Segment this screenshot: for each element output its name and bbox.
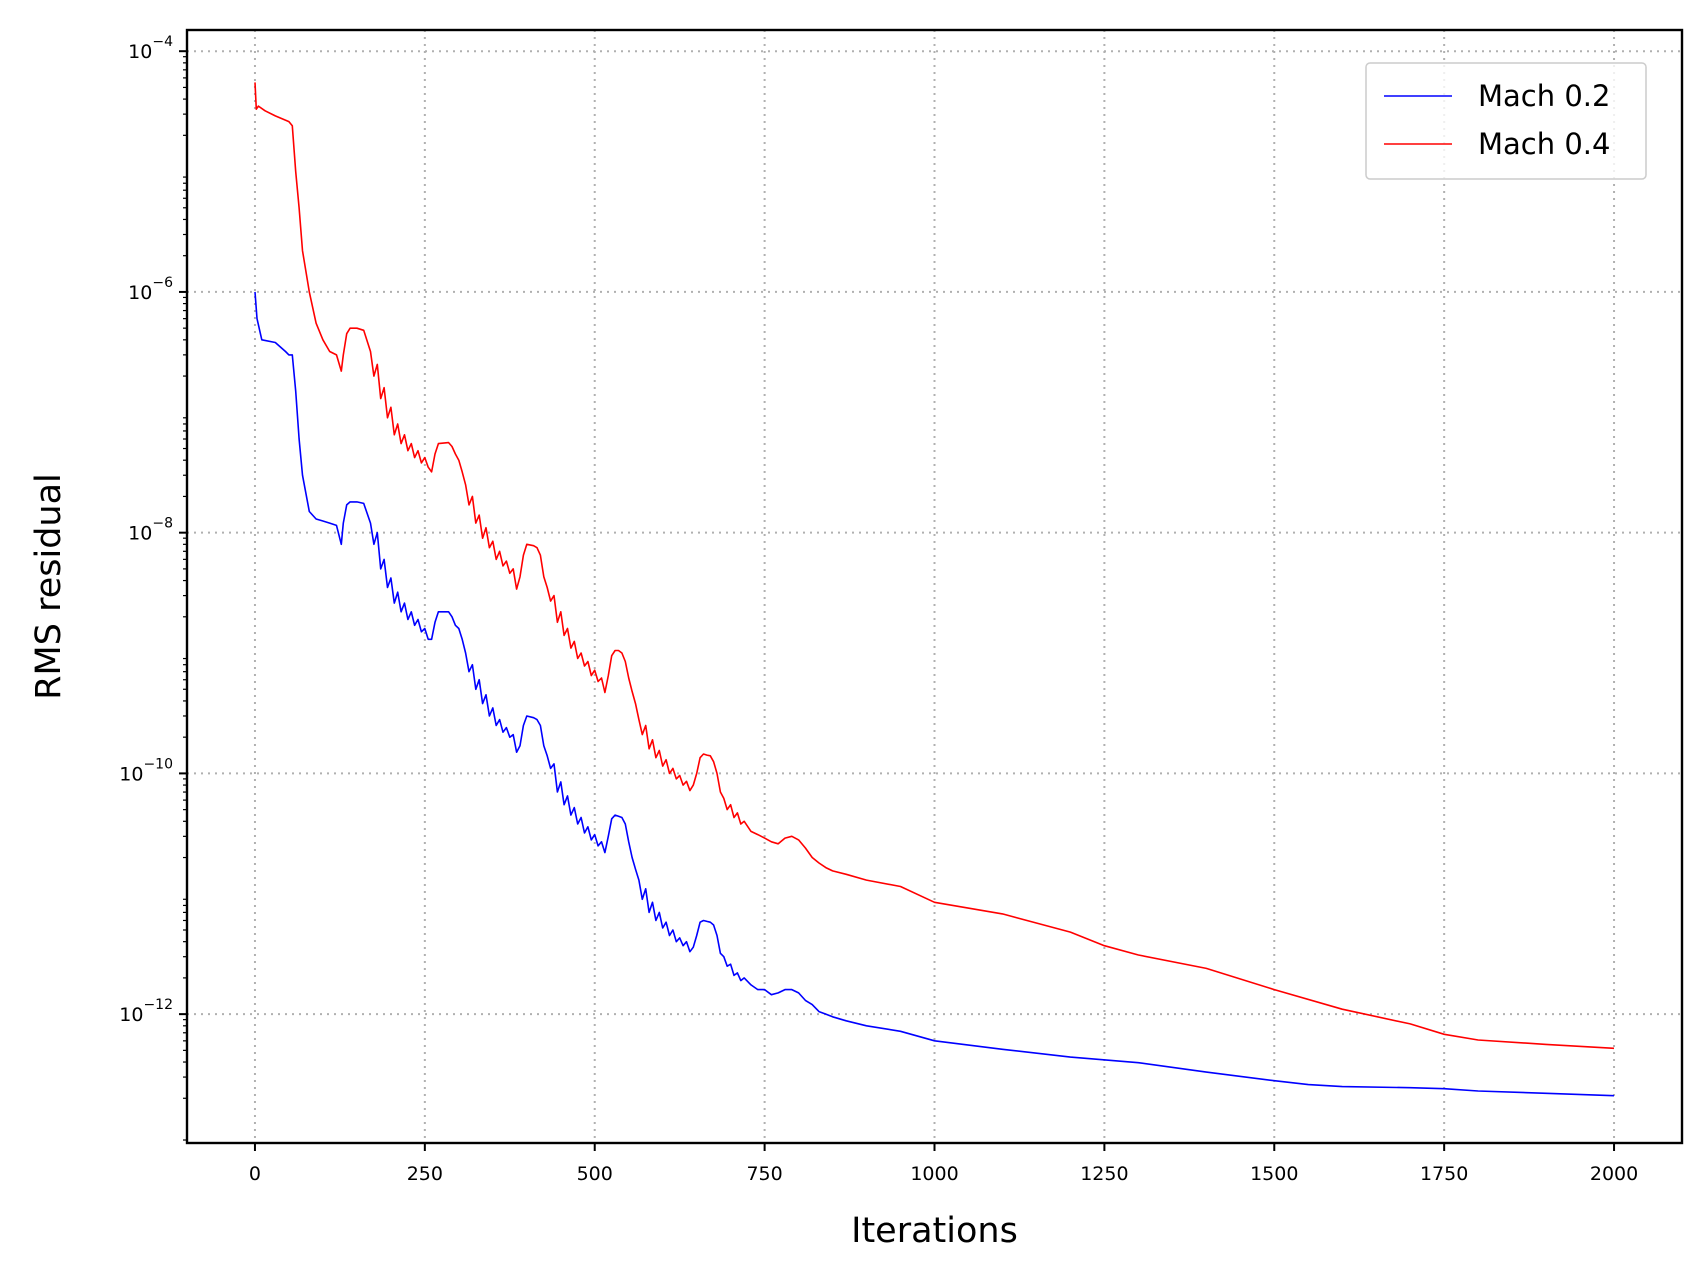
- series-line-mach-0-2: [254, 291, 1615, 1097]
- x-tick-label: 1750: [1420, 1163, 1468, 1185]
- x-axis: 0 250 500 750 1000 1250 1500 1750 2000: [249, 1143, 1638, 1185]
- x-tick-label: 2000: [1590, 1163, 1638, 1185]
- legend-label-mach-0-4: Mach 0.4: [1478, 127, 1610, 161]
- legend-label-mach-0-2: Mach 0.2: [1478, 79, 1610, 113]
- x-axis-title: Iterations: [851, 1211, 1018, 1251]
- legend-box: [1365, 62, 1647, 180]
- y-tick-label: 10−6: [128, 275, 173, 304]
- x-tick-label: 1250: [1080, 1163, 1128, 1185]
- y-tick-label: 10−8: [128, 516, 173, 545]
- x-tick-label: 1000: [910, 1163, 958, 1185]
- y-axis: 10−12 10−10 10−8 10−6 10−4: [119, 34, 187, 1141]
- y-axis-title: RMS residual: [29, 473, 69, 700]
- x-tick-label: 500: [577, 1163, 613, 1185]
- series-line-mach-0-4: [254, 82, 1615, 1050]
- x-tick-label: 750: [746, 1163, 782, 1185]
- plot-area: [254, 82, 1615, 1097]
- y-tick-label: 10−10: [119, 756, 173, 785]
- x-tick-label: 1500: [1250, 1163, 1298, 1185]
- legend: Mach 0.2 Mach 0.4: [1365, 62, 1647, 180]
- y-tick-label: 10−12: [119, 997, 173, 1026]
- x-tick-label: 0: [249, 1163, 261, 1185]
- x-tick-label: 250: [407, 1163, 443, 1185]
- y-tick-label: 10−4: [128, 34, 173, 63]
